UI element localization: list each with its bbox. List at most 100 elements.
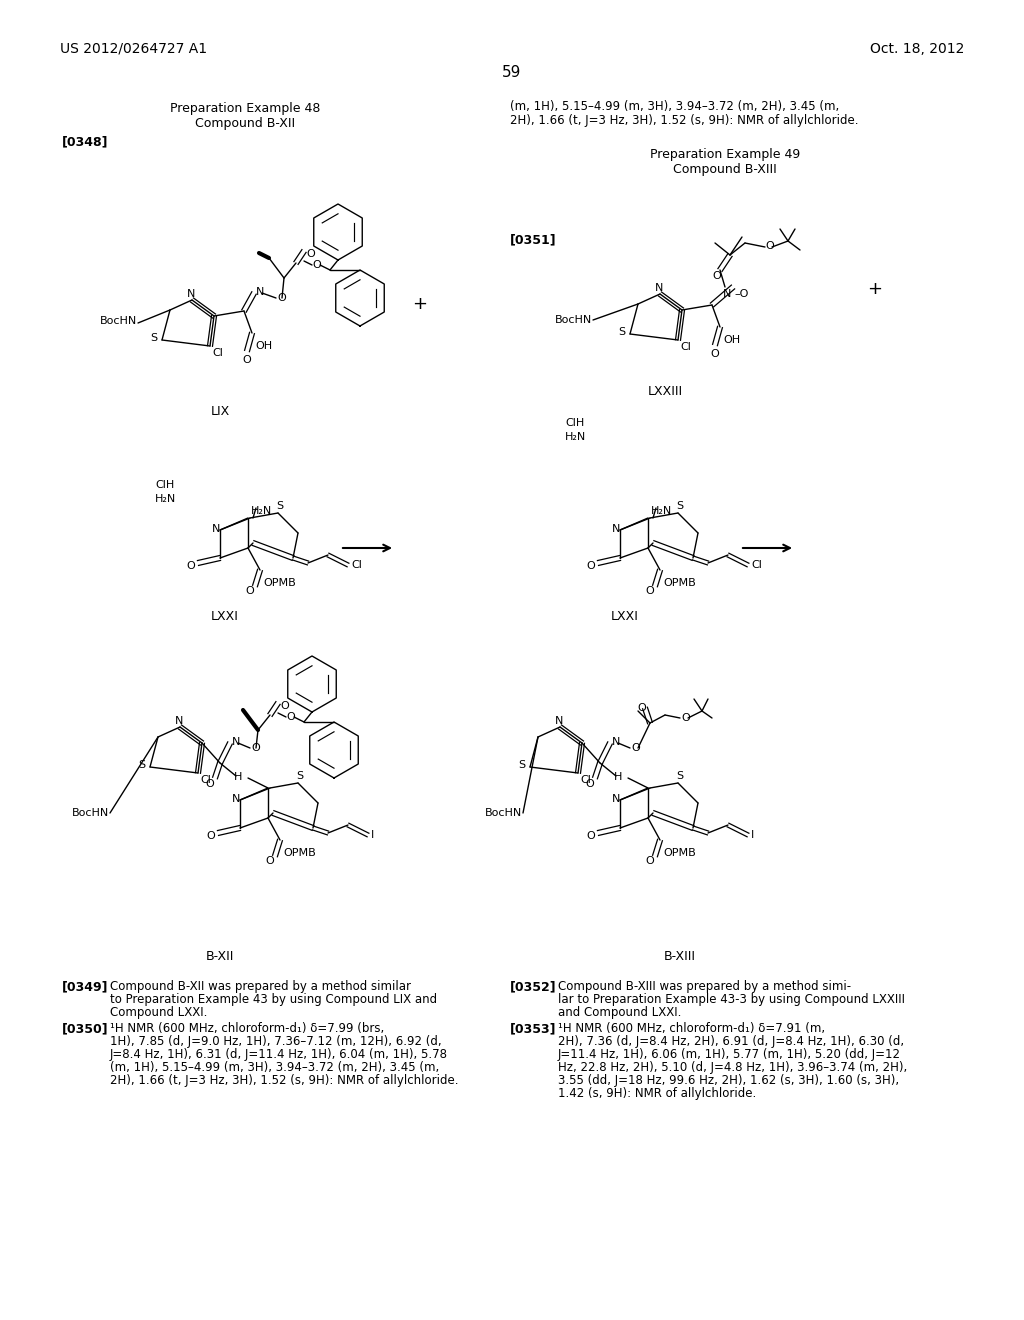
Text: S: S bbox=[138, 760, 145, 770]
Text: H₂N: H₂N bbox=[251, 506, 272, 516]
Text: O: O bbox=[265, 855, 273, 866]
Text: OH: OH bbox=[255, 341, 272, 351]
Text: N: N bbox=[723, 289, 731, 300]
Text: 3.55 (dd, J=18 Hz, 99.6 Hz, 2H), 1.62 (s, 3H), 1.60 (s, 3H),: 3.55 (dd, J=18 Hz, 99.6 Hz, 2H), 1.62 (s… bbox=[558, 1074, 899, 1086]
Text: [0351]: [0351] bbox=[510, 234, 557, 246]
Text: O: O bbox=[645, 586, 653, 597]
Text: [0349]: [0349] bbox=[62, 979, 109, 993]
Text: N: N bbox=[232, 795, 241, 804]
Text: [0350]: [0350] bbox=[62, 1022, 109, 1035]
Text: +: + bbox=[413, 294, 427, 313]
Text: O: O bbox=[712, 271, 721, 281]
Text: S: S bbox=[676, 771, 683, 781]
Text: N: N bbox=[612, 795, 621, 804]
Text: 1H), 7.85 (d, J=9.0 Hz, 1H), 7.36–7.12 (m, 12H), 6.92 (d,: 1H), 7.85 (d, J=9.0 Hz, 1H), 7.36–7.12 (… bbox=[110, 1035, 441, 1048]
Text: S: S bbox=[518, 760, 525, 770]
Text: O: O bbox=[205, 779, 214, 789]
Text: Compound B-XII: Compound B-XII bbox=[195, 117, 295, 129]
Text: BocHN: BocHN bbox=[555, 315, 592, 325]
Text: N: N bbox=[186, 289, 196, 300]
Text: Hz, 22.8 Hz, 2H), 5.10 (d, J=4.8 Hz, 1H), 3.96–3.74 (m, 2H),: Hz, 22.8 Hz, 2H), 5.10 (d, J=4.8 Hz, 1H)… bbox=[558, 1061, 907, 1074]
Text: O: O bbox=[242, 355, 251, 366]
Text: N: N bbox=[612, 524, 621, 535]
Text: (m, 1H), 5.15–4.99 (m, 3H), 3.94–3.72 (m, 2H), 3.45 (m,: (m, 1H), 5.15–4.99 (m, 3H), 3.94–3.72 (m… bbox=[110, 1061, 439, 1074]
Text: N: N bbox=[175, 715, 183, 726]
Text: BocHN: BocHN bbox=[100, 315, 137, 326]
Text: O: O bbox=[631, 743, 640, 752]
Text: N: N bbox=[232, 737, 241, 747]
Text: S: S bbox=[676, 502, 683, 511]
Text: 2H), 1.66 (t, J=3 Hz, 3H), 1.52 (s, 9H): NMR of allylchloride.: 2H), 1.66 (t, J=3 Hz, 3H), 1.52 (s, 9H):… bbox=[110, 1074, 459, 1086]
Text: I: I bbox=[751, 830, 755, 840]
Text: J=11.4 Hz, 1H), 6.06 (m, 1H), 5.77 (m, 1H), 5.20 (dd, J=12: J=11.4 Hz, 1H), 6.06 (m, 1H), 5.77 (m, 1… bbox=[558, 1048, 901, 1061]
Text: –O: –O bbox=[734, 289, 749, 300]
Text: S: S bbox=[151, 333, 158, 343]
Text: Cl: Cl bbox=[580, 775, 591, 785]
Text: OPMB: OPMB bbox=[283, 847, 315, 858]
Text: N: N bbox=[654, 282, 664, 293]
Text: I: I bbox=[371, 830, 374, 840]
Text: lar to Preparation Example 43-3 by using Compound LXXIII: lar to Preparation Example 43-3 by using… bbox=[558, 993, 905, 1006]
Text: 59: 59 bbox=[503, 65, 521, 81]
Text: O: O bbox=[286, 711, 295, 722]
Text: O: O bbox=[585, 779, 594, 789]
Text: O: O bbox=[306, 249, 314, 259]
Text: 2H), 7.36 (d, J=8.4 Hz, 2H), 6.91 (d, J=8.4 Hz, 1H), 6.30 (d,: 2H), 7.36 (d, J=8.4 Hz, 2H), 6.91 (d, J=… bbox=[558, 1035, 904, 1048]
Text: ClH: ClH bbox=[155, 480, 174, 490]
Text: LXXIII: LXXIII bbox=[647, 385, 683, 399]
Text: O: O bbox=[645, 855, 653, 866]
Text: Cl: Cl bbox=[200, 775, 211, 785]
Text: J=8.4 Hz, 1H), 6.31 (d, J=11.4 Hz, 1H), 6.04 (m, 1H), 5.78: J=8.4 Hz, 1H), 6.31 (d, J=11.4 Hz, 1H), … bbox=[110, 1048, 449, 1061]
Text: H₂N: H₂N bbox=[651, 506, 672, 516]
Text: N: N bbox=[212, 524, 220, 535]
Text: S: S bbox=[296, 771, 303, 781]
Text: 1.42 (s, 9H): NMR of allylchloride.: 1.42 (s, 9H): NMR of allylchloride. bbox=[558, 1086, 757, 1100]
Text: ¹H NMR (600 MHz, chloroform-d₁) δ=7.91 (m,: ¹H NMR (600 MHz, chloroform-d₁) δ=7.91 (… bbox=[558, 1022, 825, 1035]
Text: O: O bbox=[251, 743, 260, 752]
Text: B-XIII: B-XIII bbox=[664, 950, 696, 964]
Text: Preparation Example 48: Preparation Example 48 bbox=[170, 102, 321, 115]
Text: H: H bbox=[234, 772, 243, 781]
Text: O: O bbox=[278, 293, 286, 304]
Text: Oct. 18, 2012: Oct. 18, 2012 bbox=[869, 42, 964, 55]
Text: [0353]: [0353] bbox=[510, 1022, 556, 1035]
Text: N: N bbox=[555, 715, 563, 726]
Text: OH: OH bbox=[723, 335, 740, 345]
Text: Cl: Cl bbox=[751, 560, 762, 570]
Text: LXXI: LXXI bbox=[611, 610, 639, 623]
Text: LXXI: LXXI bbox=[211, 610, 239, 623]
Text: N: N bbox=[612, 737, 621, 747]
Text: OPMB: OPMB bbox=[263, 578, 296, 587]
Text: Compound LXXI.: Compound LXXI. bbox=[110, 1006, 208, 1019]
Text: Compound B-XIII was prepared by a method simi-: Compound B-XIII was prepared by a method… bbox=[558, 979, 851, 993]
Text: to Preparation Example 43 by using Compound LIX and: to Preparation Example 43 by using Compo… bbox=[110, 993, 437, 1006]
Text: O: O bbox=[637, 704, 646, 713]
Text: OPMB: OPMB bbox=[663, 847, 695, 858]
Text: [0348]: [0348] bbox=[62, 135, 109, 148]
Text: 2H), 1.66 (t, J=3 Hz, 3H), 1.52 (s, 9H): NMR of allylchloride.: 2H), 1.66 (t, J=3 Hz, 3H), 1.52 (s, 9H):… bbox=[510, 114, 858, 127]
Text: Cl: Cl bbox=[351, 560, 361, 570]
Text: H₂N: H₂N bbox=[565, 432, 587, 442]
Text: Cl: Cl bbox=[212, 348, 223, 358]
Text: B-XII: B-XII bbox=[206, 950, 234, 964]
Text: S: S bbox=[276, 502, 283, 511]
Text: O: O bbox=[586, 832, 595, 841]
Text: O: O bbox=[312, 260, 321, 271]
Text: Preparation Example 49: Preparation Example 49 bbox=[650, 148, 800, 161]
Text: Cl: Cl bbox=[680, 342, 691, 352]
Text: +: + bbox=[867, 280, 883, 298]
Text: H₂N: H₂N bbox=[155, 494, 176, 504]
Text: and Compound LXXI.: and Compound LXXI. bbox=[558, 1006, 681, 1019]
Text: O: O bbox=[710, 348, 719, 359]
Text: ClH: ClH bbox=[565, 418, 585, 428]
Text: O: O bbox=[765, 242, 774, 251]
Text: Compound B-XII was prepared by a method similar: Compound B-XII was prepared by a method … bbox=[110, 979, 411, 993]
Text: O: O bbox=[280, 701, 289, 711]
Text: BocHN: BocHN bbox=[485, 808, 522, 818]
Text: LIX: LIX bbox=[210, 405, 229, 418]
Text: O: O bbox=[681, 713, 690, 723]
Text: US 2012/0264727 A1: US 2012/0264727 A1 bbox=[60, 42, 207, 55]
Text: Compound B-XIII: Compound B-XIII bbox=[673, 162, 777, 176]
Text: H: H bbox=[614, 772, 623, 781]
Text: OPMB: OPMB bbox=[663, 578, 695, 587]
